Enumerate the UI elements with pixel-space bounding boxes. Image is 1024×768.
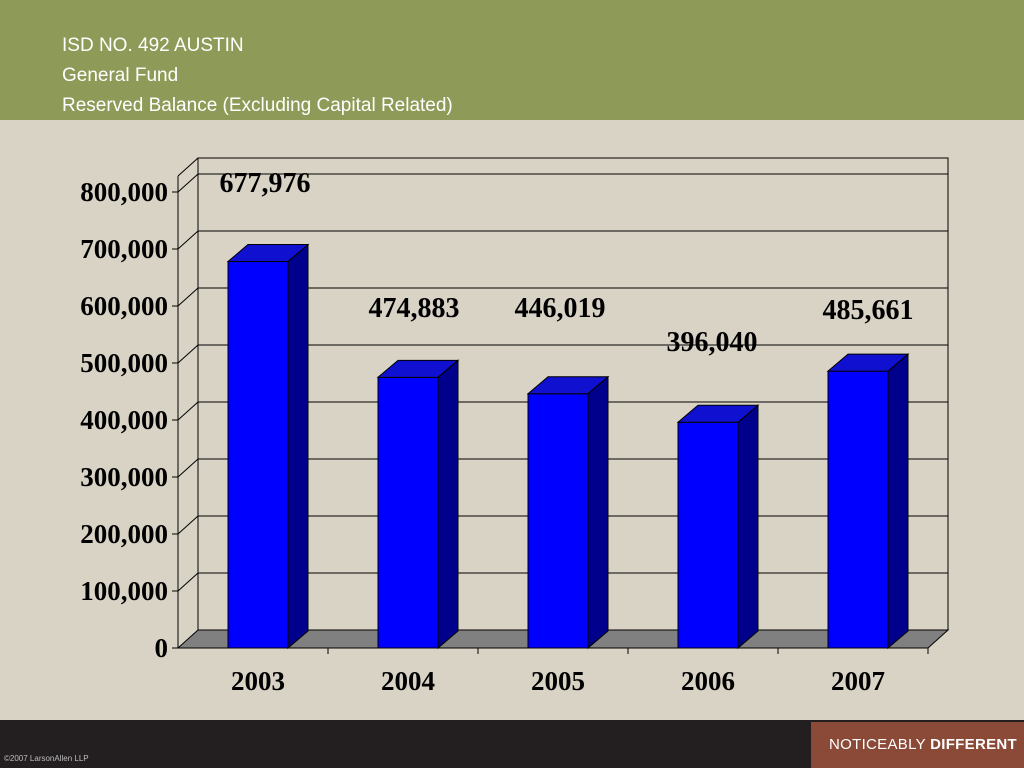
bar-top — [676, 404, 760, 423]
y-tick-label: 500,000 — [80, 348, 168, 378]
y-tick-label: 300,000 — [80, 462, 168, 492]
y-tick-label: 100,000 — [80, 576, 168, 606]
tagline-light: NOTICEABLY — [829, 736, 931, 753]
bar-front — [827, 370, 889, 649]
gridline-side — [177, 173, 199, 193]
bar-top — [376, 359, 460, 378]
data-label: 677,976 — [220, 168, 311, 199]
bar-front — [527, 393, 589, 649]
gridline-side — [177, 572, 199, 592]
x-tick-label: 2005 — [531, 666, 585, 696]
chart-area: 0 100,000 200,000 300,000 400,000 500,000 600,… — [0, 120, 1024, 720]
bar-front — [677, 421, 739, 649]
data-label: 474,883 — [369, 293, 460, 324]
bar-chart: 0 100,000 200,000 300,000 400,000 500,000 600,… — [80, 157, 950, 696]
gridline-side — [177, 458, 199, 478]
gridline-side — [177, 344, 199, 364]
slide-title: ISD NO. 492 AUSTIN General Fund Reserved… — [62, 31, 453, 121]
y-tick-label: 0 — [155, 633, 169, 663]
x-tick-label: 2003 — [231, 666, 285, 696]
bar-side — [737, 404, 759, 650]
bar-top — [526, 376, 610, 395]
chart-side-edge — [177, 157, 199, 177]
brand-tagline: NOTICEABLY DIFFERENT — [829, 736, 1017, 753]
gridline-side — [177, 230, 199, 250]
data-label: 446,019 — [515, 293, 606, 324]
tagline-bold: DIFFERENT — [930, 736, 1017, 753]
bar-side — [587, 375, 609, 650]
y-tick-label: 200,000 — [80, 519, 168, 549]
title-line-1: ISD NO. 492 AUSTIN — [62, 35, 244, 56]
bar-side — [437, 359, 459, 650]
y-tick-label: 400,000 — [80, 405, 168, 435]
bar-top — [226, 244, 310, 263]
title-line-2: General Fund — [62, 65, 179, 86]
bar-side — [887, 353, 909, 650]
x-tick-label: 2007 — [831, 666, 885, 696]
slide-header: ISD NO. 492 AUSTIN General Fund Reserved… — [0, 0, 1024, 120]
data-label: 396,040 — [667, 327, 758, 358]
y-tick-label: 600,000 — [80, 291, 168, 321]
gridline-side — [177, 515, 199, 535]
slide-footer: ©2007 LarsonAllen LLP NOTICEABLY DIFFERE… — [0, 720, 1024, 768]
gridline-side — [177, 401, 199, 421]
y-tick-label: 700,000 — [80, 234, 168, 264]
bar-front — [227, 261, 289, 649]
x-tick-label: 2004 — [381, 666, 435, 696]
gridline-side — [177, 287, 199, 307]
x-tick-label: 2006 — [681, 666, 735, 696]
y-tick-label: 800,000 — [80, 177, 168, 207]
bar-side — [287, 243, 309, 650]
title-line-3: Reserved Balance (Excluding Capital Rela… — [62, 95, 453, 116]
brand-block: NOTICEABLY DIFFERENT — [811, 722, 1024, 768]
data-label: 485,661 — [823, 295, 914, 326]
bar-front — [377, 376, 439, 649]
copyright-text: ©2007 LarsonAllen LLP — [4, 754, 89, 763]
bar-top — [826, 353, 910, 372]
